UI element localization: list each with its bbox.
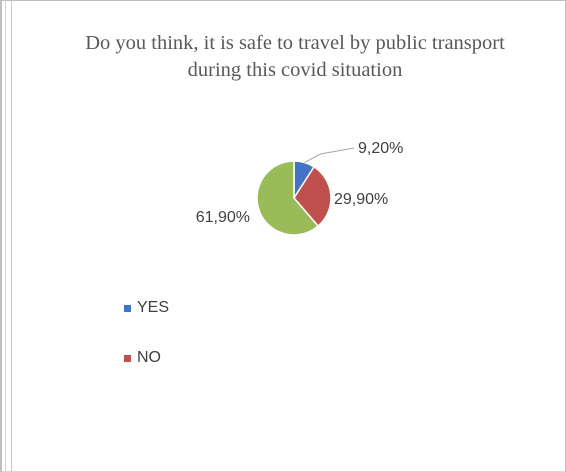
data-label-2: 29,90%: [334, 191, 388, 208]
left-border-inner: [5, 0, 6, 472]
legend-swatch-yes: [124, 304, 131, 312]
data-label-3: 61,90%: [196, 209, 250, 226]
legend-item-yes: YES: [124, 296, 169, 320]
data-label-1: 9,20%: [358, 140, 403, 157]
left-border: [0, 0, 2, 472]
legend-item-no: NO: [124, 346, 169, 370]
chart-title: Do you think, it is safe to travel by pu…: [85, 32, 505, 81]
legend: YES NO: [124, 296, 169, 396]
top-border: [0, 0, 566, 1]
legend-label-no: NO: [137, 349, 161, 366]
pie-slice-2: [293, 165, 332, 228]
legend-swatch-no: [124, 354, 131, 362]
left-border-inner-2: [11, 0, 12, 472]
legend-label-yes: YES: [137, 299, 170, 316]
leader-line-1: [304, 147, 355, 163]
pie-slice-3: [256, 160, 320, 236]
